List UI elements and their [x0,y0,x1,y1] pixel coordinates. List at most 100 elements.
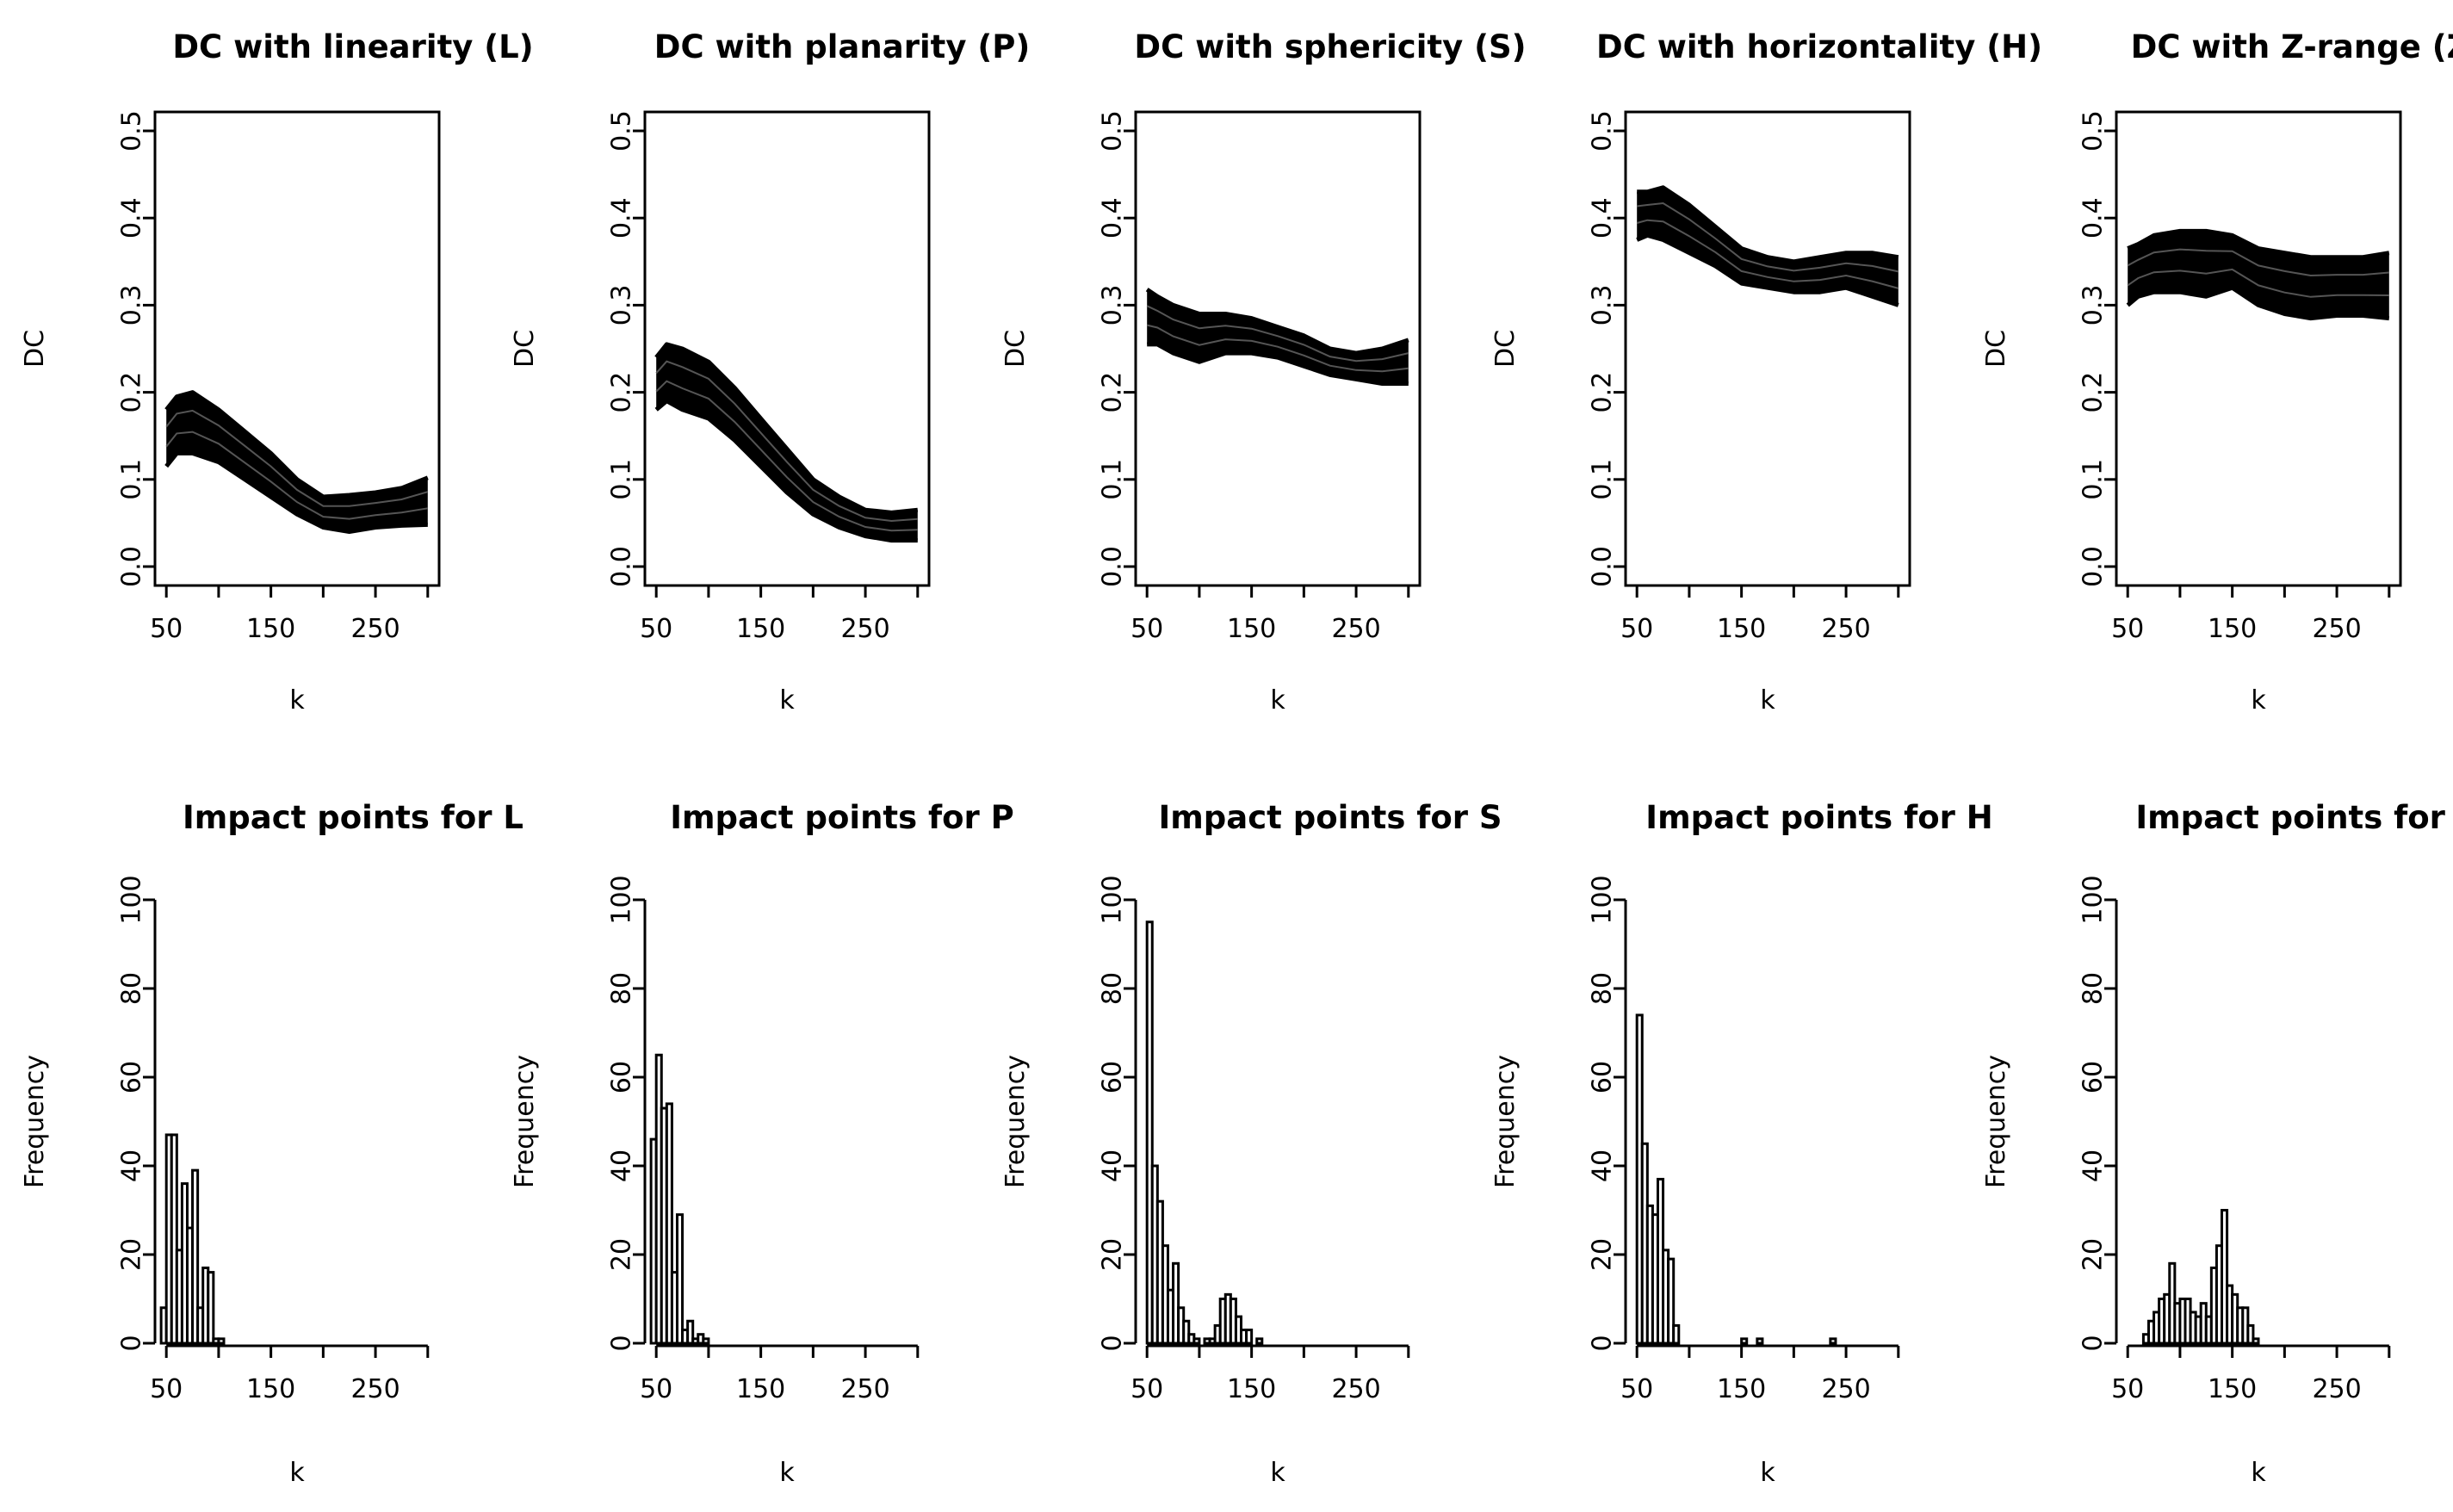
y-tick-label: 100 [2078,875,2109,924]
y-tick-label: 0.2 [607,372,637,413]
y-tick-label: 0.1 [2078,459,2109,500]
dc-curve-lower [2126,285,2390,321]
y-axis-label: DC [1490,330,1521,368]
y-tick-label: 0.2 [1588,372,1618,413]
y-axis-label: Frequency [510,1055,540,1188]
y-tick-label: 20 [607,1238,637,1271]
y-axis-label: DC [1000,330,1031,368]
y-tick-label: 0 [607,1335,637,1351]
y-tick-label: 0.5 [1098,110,1128,152]
dc-curve-upper [654,342,919,515]
y-tick-label: 40 [1098,1149,1128,1182]
y-tick-label: 0.2 [1098,372,1128,413]
x-axis: 50 150 250 [1130,1344,1410,1404]
y-tick-label: 0.4 [2078,197,2109,239]
x-tick-label: 150 [1227,1374,1276,1404]
x-tick-label: 250 [840,1374,889,1404]
y-tick-label: 0.0 [1588,546,1618,587]
x-tick-label: 250 [1821,1374,1870,1404]
dc-curve-trace [2127,248,2389,277]
x-tick-label: 250 [350,614,400,644]
x-tick-label: 150 [246,614,295,644]
x-tick-label: 50 [640,1374,672,1404]
y-tick-label: 0.0 [1098,546,1128,587]
y-tick-label: 0 [1588,1335,1618,1351]
dc-curve-lower [654,399,918,543]
dc-curve-trace [2127,268,2389,298]
y-axis-label: Frequency [20,1055,50,1188]
y-tick-label: 0.3 [607,285,637,326]
y-tick-label: 60 [607,1061,637,1094]
y-axis-label: Frequency [1981,1055,2011,1188]
x-axis-label: k [779,685,795,716]
dc-curve-band [656,344,918,541]
histogram-bar [1672,1323,1681,1345]
y-tick-label: 0.1 [117,459,147,500]
panel-impact-4: Impact points for H 0 20 40 60 80 100 50 150 250 k… [1490,799,1993,1488]
y-axis-label: DC [1981,330,2011,368]
y-axis-label: DC [20,330,50,368]
y-tick-label: 20 [2078,1238,2109,1271]
y-axis-label: DC [510,330,540,368]
y-tick-label: 20 [1098,1238,1128,1271]
x-axis-label: k [2251,1458,2266,1488]
x-tick-label: 250 [350,1374,400,1404]
y-tick-label: 100 [117,875,147,924]
dc-curve-band [166,392,428,532]
x-tick-label: 250 [2312,614,2361,644]
y-axis: 0.0 0.1 0.2 0.3 0.4 0.5 [2078,110,2118,587]
x-axis-label: k [1270,1458,1285,1488]
histogram-bar [1255,1337,1264,1345]
y-tick-label: 80 [1588,972,1618,1005]
panel-dc-2: DC with planarity (P) 0.0 0.1 0.2 0.3 0.4 0.5 5… [510,28,1030,716]
histogram-bar [2252,1337,2260,1345]
plot-frame [1624,110,1911,587]
panel-title: Impact points for H [1645,799,1992,836]
x-axis-label: k [289,1458,305,1488]
histogram-bar [1145,920,1154,1345]
x-axis: 50 150 250 [150,1344,430,1404]
x-tick-label: 50 [1130,1374,1163,1404]
dc-curve-trace [165,431,428,520]
histogram-bar [207,1271,215,1345]
x-tick-label: 50 [640,614,672,644]
y-tick-label: 100 [1098,875,1128,924]
y-tick-label: 60 [2078,1061,2109,1094]
histogram-bar [702,1337,710,1345]
y-axis: 0 20 40 60 80 100 [607,875,647,1352]
x-tick-label: 150 [1717,614,1766,644]
dc-curve-trace [1637,201,1899,273]
histogram-bar [191,1168,200,1345]
panel-title: DC with planarity (P) [654,28,1031,65]
y-tick-label: 40 [1588,1149,1618,1182]
y-tick-label: 0.5 [117,110,147,152]
dc-curve-trace [1636,219,1899,289]
x-tick-label: 150 [1227,614,1276,644]
x-axis-label: k [2251,685,2266,716]
dc-curve-lower [164,450,428,534]
panel-impact-3: Impact points for S 0 20 40 60 80 100 50 150 250 k… [1000,799,1502,1488]
y-tick-label: 80 [607,972,637,1005]
panel-dc-3: DC with sphericity (S) 0.0 0.1 0.2 0.3 0.4 0.5… [1000,28,1527,716]
panel-impact-2: Impact points for P 0 20 40 60 80 100 50 150 250 k… [510,799,1014,1488]
histogram-bar [1245,1329,1254,1345]
plot-frame [2115,110,2402,587]
y-tick-label: 0.1 [1098,459,1128,500]
panel-title: DC with horizontality (H) [1596,28,2042,65]
y-tick-label: 60 [1588,1061,1618,1094]
y-tick-label: 20 [117,1238,147,1271]
histogram-bar [170,1133,178,1345]
histogram-bar [1829,1337,1837,1345]
y-tick-label: 0 [117,1335,147,1351]
y-tick-label: 40 [607,1149,637,1182]
y-axis: 0.0 0.1 0.2 0.3 0.4 0.5 [1098,110,1137,587]
histogram-bar [217,1337,226,1345]
x-tick-label: 150 [1717,1374,1766,1404]
x-tick-label: 150 [2208,1374,2257,1404]
x-axis-label: k [289,685,305,716]
x-tick-label: 150 [736,614,785,644]
panel-title: Impact points for Z [2135,799,2453,836]
x-tick-label: 250 [2312,1374,2361,1404]
y-tick-label: 100 [607,875,637,924]
y-tick-label: 0.3 [117,285,147,326]
